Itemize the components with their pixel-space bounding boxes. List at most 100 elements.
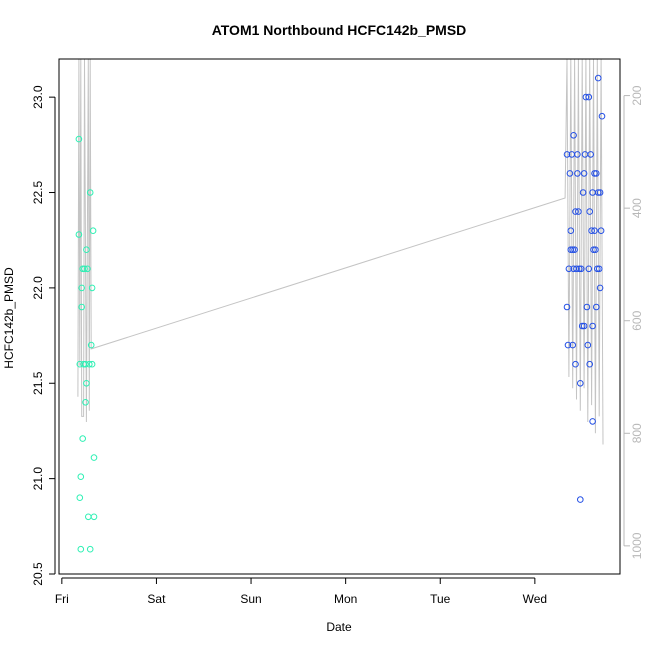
data-point-s1-28 <box>582 93 590 101</box>
data-point-s0-19 <box>86 189 94 196</box>
data-point-s0-13 <box>82 360 89 368</box>
data-point-s0-0 <box>75 135 83 143</box>
data-point-s1-38 <box>589 322 596 330</box>
data-point-s0-23 <box>88 284 96 292</box>
y-axis-right: 200 400 600 800 1000 <box>623 85 644 559</box>
y2-tick-label: 800 <box>630 423 644 443</box>
data-point-s1-47 <box>594 74 602 82</box>
data-point-s0-4 <box>77 545 85 553</box>
data-point-s0-18 <box>86 360 93 368</box>
data-point-s1-18 <box>575 208 582 215</box>
data-point-s1-51 <box>596 284 604 292</box>
y2-tick-label: 1000 <box>630 532 644 559</box>
data-point-s0-1 <box>75 231 83 238</box>
data-points-layer <box>75 74 606 553</box>
data-point-s0-21 <box>87 341 95 349</box>
data-point-s1-23 <box>578 322 586 330</box>
data-point-s0-9 <box>79 435 86 442</box>
data-point-s1-32 <box>585 265 593 273</box>
x-tick-label: Fri <box>55 592 69 606</box>
data-point-s0-20 <box>86 545 94 553</box>
data-point-s1-33 <box>586 208 594 215</box>
data-point-s1-46 <box>594 265 601 273</box>
x-tick-label: Mon <box>334 592 357 606</box>
data-point-s0-24 <box>89 227 97 234</box>
data-point-s1-20 <box>577 380 584 387</box>
data-point-s1-52 <box>597 227 605 234</box>
x-tick-label: Wed <box>523 592 547 606</box>
data-point-s1-15 <box>573 265 580 273</box>
x-tick-label: Sun <box>240 592 261 606</box>
data-point-s0-22 <box>88 360 96 368</box>
data-point-s1-1 <box>563 303 571 311</box>
data-point-s0-8 <box>79 265 86 273</box>
data-point-s1-48 <box>594 189 602 196</box>
data-point-s1-34 <box>586 360 594 368</box>
data-point-s1-11 <box>570 132 577 139</box>
data-point-s1-9 <box>569 246 577 253</box>
data-point-s1-22 <box>577 265 585 273</box>
data-point-s0-25 <box>90 454 98 461</box>
y-tick-label: 20.5 <box>31 562 45 586</box>
y2-tick-label: 400 <box>630 198 644 218</box>
data-point-s0-12 <box>82 399 89 406</box>
y-tick-label: 22.5 <box>31 181 45 205</box>
data-point-s1-12 <box>571 246 578 253</box>
x-axis: Fri Sat Sun Mon Tue Wed <box>55 577 547 606</box>
y-tick-label: 21.5 <box>31 371 45 395</box>
y-axis-title: HCFC142b_PMSD <box>2 267 16 369</box>
data-point-s1-4 <box>566 170 574 177</box>
data-point-s1-19 <box>576 265 583 273</box>
data-point-s1-0 <box>563 151 571 158</box>
data-point-s1-44 <box>593 303 600 311</box>
data-point-s0-6 <box>78 303 85 311</box>
data-point-s1-30 <box>584 341 592 349</box>
data-point-s1-39 <box>589 418 596 425</box>
data-point-s0-3 <box>76 494 84 502</box>
y-axis-left: 20.5 21.0 21.5 22.0 22.5 23.0 <box>31 85 56 586</box>
data-point-s1-8 <box>569 341 577 349</box>
altitude-line-layer <box>77 58 604 445</box>
data-point-s1-26 <box>580 322 588 330</box>
data-point-s1-50 <box>596 189 604 196</box>
data-point-s1-6 <box>567 227 575 234</box>
x-tick-label: Tue <box>430 592 451 606</box>
data-point-s0-14 <box>83 246 90 253</box>
data-point-s1-41 <box>591 227 598 234</box>
y2-tick-label: 200 <box>630 85 644 105</box>
data-point-s1-31 <box>585 93 593 101</box>
data-point-s0-11 <box>81 265 88 273</box>
y-tick-label: 22.0 <box>31 276 45 300</box>
data-point-s1-24 <box>579 189 587 196</box>
data-point-s0-15 <box>83 380 90 387</box>
data-point-s0-26 <box>90 513 98 521</box>
data-point-s1-14 <box>572 208 579 215</box>
data-point-s1-53 <box>598 112 606 120</box>
data-point-s1-17 <box>574 151 581 158</box>
data-point-s1-21 <box>577 496 584 503</box>
x-tick-label: Sat <box>147 592 166 606</box>
data-point-s1-40 <box>590 246 597 253</box>
data-point-s1-29 <box>583 303 591 311</box>
data-point-s1-49 <box>595 265 603 273</box>
data-point-s1-3 <box>565 265 573 273</box>
data-point-s1-35 <box>587 151 595 158</box>
data-point-s1-16 <box>574 170 581 177</box>
y-tick-label: 23.0 <box>31 85 45 109</box>
data-point-s1-25 <box>580 170 588 177</box>
data-point-s1-43 <box>592 246 599 253</box>
x-axis-title: Date <box>326 620 352 634</box>
chart-title: ATOM1 Northbound HCFC142b_PMSD <box>212 22 467 38</box>
y2-tick-label: 600 <box>630 310 644 330</box>
data-point-s1-5 <box>567 246 575 253</box>
plot-frame <box>58 58 621 575</box>
data-point-s1-36 <box>588 227 595 234</box>
data-point-s1-2 <box>564 341 572 349</box>
data-point-s0-16 <box>84 265 91 273</box>
data-point-s1-45 <box>593 170 600 177</box>
data-point-s0-5 <box>77 473 85 481</box>
data-point-s0-7 <box>78 284 85 292</box>
altitude-line <box>77 58 604 445</box>
data-point-s1-13 <box>572 360 579 368</box>
